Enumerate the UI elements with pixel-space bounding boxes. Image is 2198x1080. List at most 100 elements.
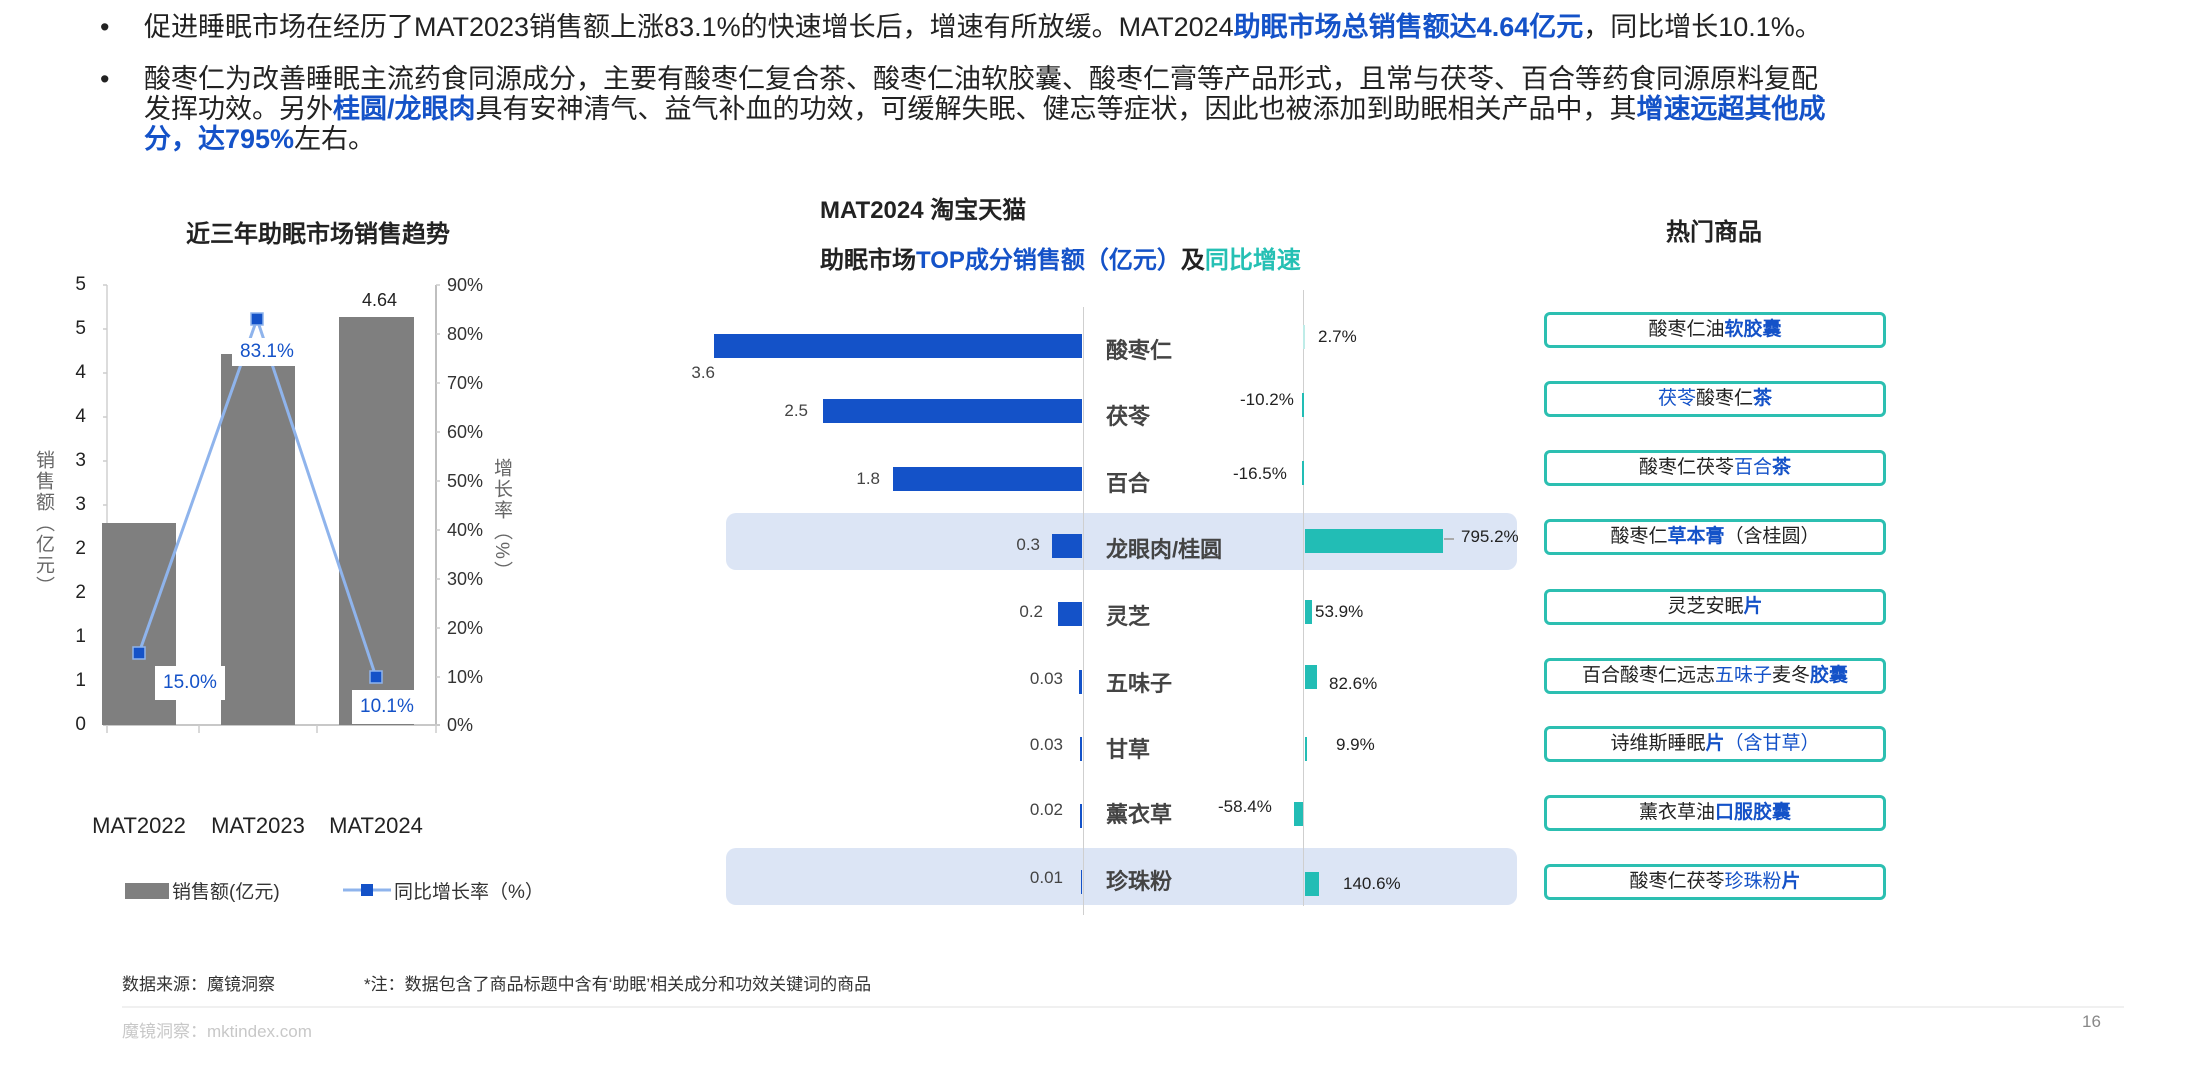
product-item: 百合酸枣仁远志五味子麦冬胶囊: [1544, 658, 1886, 694]
x-label-mat2023: MAT2023: [211, 813, 305, 838]
y-tick: 4: [75, 362, 86, 383]
growth-value: 53.9%: [1315, 602, 1364, 621]
growth-label-mat2022: 15.0%: [155, 666, 225, 700]
sales-value: 2.5: [784, 401, 808, 420]
bullet-2-line-2: 发挥功效。另外桂圆/龙眼肉具有安神清气、益气补血的功效，可缓解失眠、健忘等症状，…: [144, 94, 1826, 124]
category-label: 薰衣草: [1106, 802, 1173, 827]
page-number: 16: [2082, 1012, 2101, 1031]
legend-bar-swatch: [125, 883, 169, 899]
site-watermark: 魔镜洞察：mktindex.com: [122, 1022, 312, 1041]
y2-tick: 10%: [447, 667, 484, 687]
footnote: *注：数据包含了商品标题中含有‘助眠’相关成分和功效关键词的商品: [364, 975, 872, 994]
sales-value: 3.6: [691, 363, 715, 382]
growth-label-mat2024: 10.1%: [352, 690, 422, 724]
x-label-mat2024: MAT2024: [329, 813, 423, 838]
growth-value: -10.2%: [1240, 390, 1294, 409]
product-item: 酸枣仁茯苓百合茶: [1544, 450, 1886, 486]
y2-tick: 30%: [447, 569, 484, 589]
category-label: 百合: [1106, 471, 1151, 496]
growth-bar: [1305, 665, 1317, 689]
highlight-band-pearl: [726, 848, 1517, 905]
category-label: 酸枣仁: [1106, 338, 1173, 363]
y2-tick: 0%: [447, 715, 474, 735]
growth-bar: [1302, 461, 1304, 485]
sales-bar-lingzhi: [1058, 602, 1082, 626]
y-tick: 3: [75, 450, 86, 471]
sales-bar-longan: [1052, 534, 1082, 558]
growth-bar: [1305, 872, 1319, 896]
growth-bar: [1294, 802, 1303, 826]
y2-tick: 20%: [447, 618, 484, 638]
growth-bar: [1305, 529, 1443, 553]
product-item: 酸枣仁茯苓珍珠粉片: [1544, 864, 1886, 900]
leader-line: [1444, 538, 1454, 540]
y-tick: 1: [75, 670, 86, 691]
sales-bar-fuling: [823, 399, 1082, 423]
y-tick: 2: [75, 582, 86, 603]
bullet-2-line-3: 分，达795%左右。: [144, 124, 376, 154]
product-item: 诗维斯睡眠片（含甘草）: [1544, 726, 1886, 762]
y-tick: 1: [75, 626, 86, 647]
mid-chart-title-1: MAT2024 淘宝天猫: [820, 197, 1027, 224]
growth-bar: [1305, 737, 1307, 761]
growth-value: 9.9%: [1336, 735, 1375, 754]
sales-value: 0.03: [1029, 735, 1063, 754]
sales-bar-pearl: [1081, 870, 1082, 894]
product-item: 茯苓酸枣仁茶: [1544, 381, 1886, 417]
y2-tick: 80%: [447, 324, 484, 344]
y-axis-label-left: 销售额（亿元）: [33, 450, 54, 597]
growth-bar: [1305, 600, 1312, 624]
sales-bar-baihe: [893, 467, 1082, 491]
growth-bar: [1303, 325, 1305, 349]
product-item: 薰衣草油口服胶囊: [1544, 795, 1886, 831]
products-title: 热门商品: [1666, 219, 1762, 246]
y-tick: 4: [75, 406, 86, 427]
category-label: 甘草: [1106, 737, 1151, 762]
growth-label-mat2023: 83.1%: [232, 338, 302, 366]
product-item: 酸枣仁草本膏（含桂圆）: [1544, 519, 1886, 555]
bar-mat2023: [221, 354, 295, 725]
category-label: 龙眼肉/桂圆: [1106, 537, 1223, 562]
category-label: 珍珠粉: [1106, 869, 1173, 894]
legend-line-icon: [343, 884, 391, 896]
growth-axis: [1303, 290, 1304, 906]
y2-tick: 90%: [447, 275, 484, 295]
category-axis: [1083, 307, 1084, 915]
y-tick: 3: [75, 494, 86, 515]
x-label-mat2022: MAT2022: [92, 813, 186, 838]
y-axis-label-right: 增长率（%）: [491, 458, 512, 582]
bar-mat2024: [339, 317, 414, 725]
y-tick: 5: [75, 318, 86, 339]
product-item: 灵芝安眠片: [1544, 589, 1886, 625]
left-chart-plot: [102, 284, 440, 733]
sales-value: 0.02: [1029, 800, 1063, 819]
bullet-1-text: 促进睡眠市场在经历了MAT2023销售额上涨83.1%的快速增长后，增速有所放缓…: [144, 12, 1822, 42]
sales-value: 0.3: [1016, 535, 1040, 554]
y2-tick: 40%: [447, 520, 484, 540]
y-tick: 2: [75, 538, 86, 559]
y2-tick: 70%: [447, 373, 484, 393]
y-tick: 5: [75, 274, 86, 295]
product-item: 酸枣仁油软胶囊: [1544, 312, 1886, 348]
category-label: 五味子: [1106, 671, 1173, 696]
growth-value: 82.6%: [1329, 674, 1378, 693]
data-source: 数据来源：魔镜洞察: [122, 975, 275, 994]
bullet-dot: •: [100, 12, 110, 42]
footer-divider: [122, 1006, 2124, 1008]
sales-value: 0.03: [1029, 669, 1063, 688]
bullet-2-line-1: 酸枣仁为改善睡眠主流药食同源成分，主要有酸枣仁复合茶、酸枣仁油软胶囊、酸枣仁膏等…: [144, 64, 1818, 94]
growth-value: 2.7%: [1318, 327, 1357, 346]
growth-bar: [1302, 393, 1304, 417]
legend-line-label: 同比增长率（%）: [394, 882, 544, 903]
bar-value-label: 4.64: [362, 290, 398, 310]
sales-value: 0.2: [1019, 602, 1043, 621]
sales-bar-wuweizi: [1079, 670, 1082, 694]
growth-value: -58.4%: [1218, 797, 1272, 816]
growth-value: -16.5%: [1233, 464, 1287, 483]
sales-bar-lavender: [1080, 804, 1082, 828]
sales-value: 0.01: [1029, 868, 1063, 887]
sales-bar-suanzaoren: [714, 334, 1082, 358]
left-chart-title: 近三年助眠市场销售趋势: [186, 221, 450, 248]
legend-bar-label: 销售额(亿元): [172, 882, 280, 903]
y2-tick: 50%: [447, 471, 484, 491]
